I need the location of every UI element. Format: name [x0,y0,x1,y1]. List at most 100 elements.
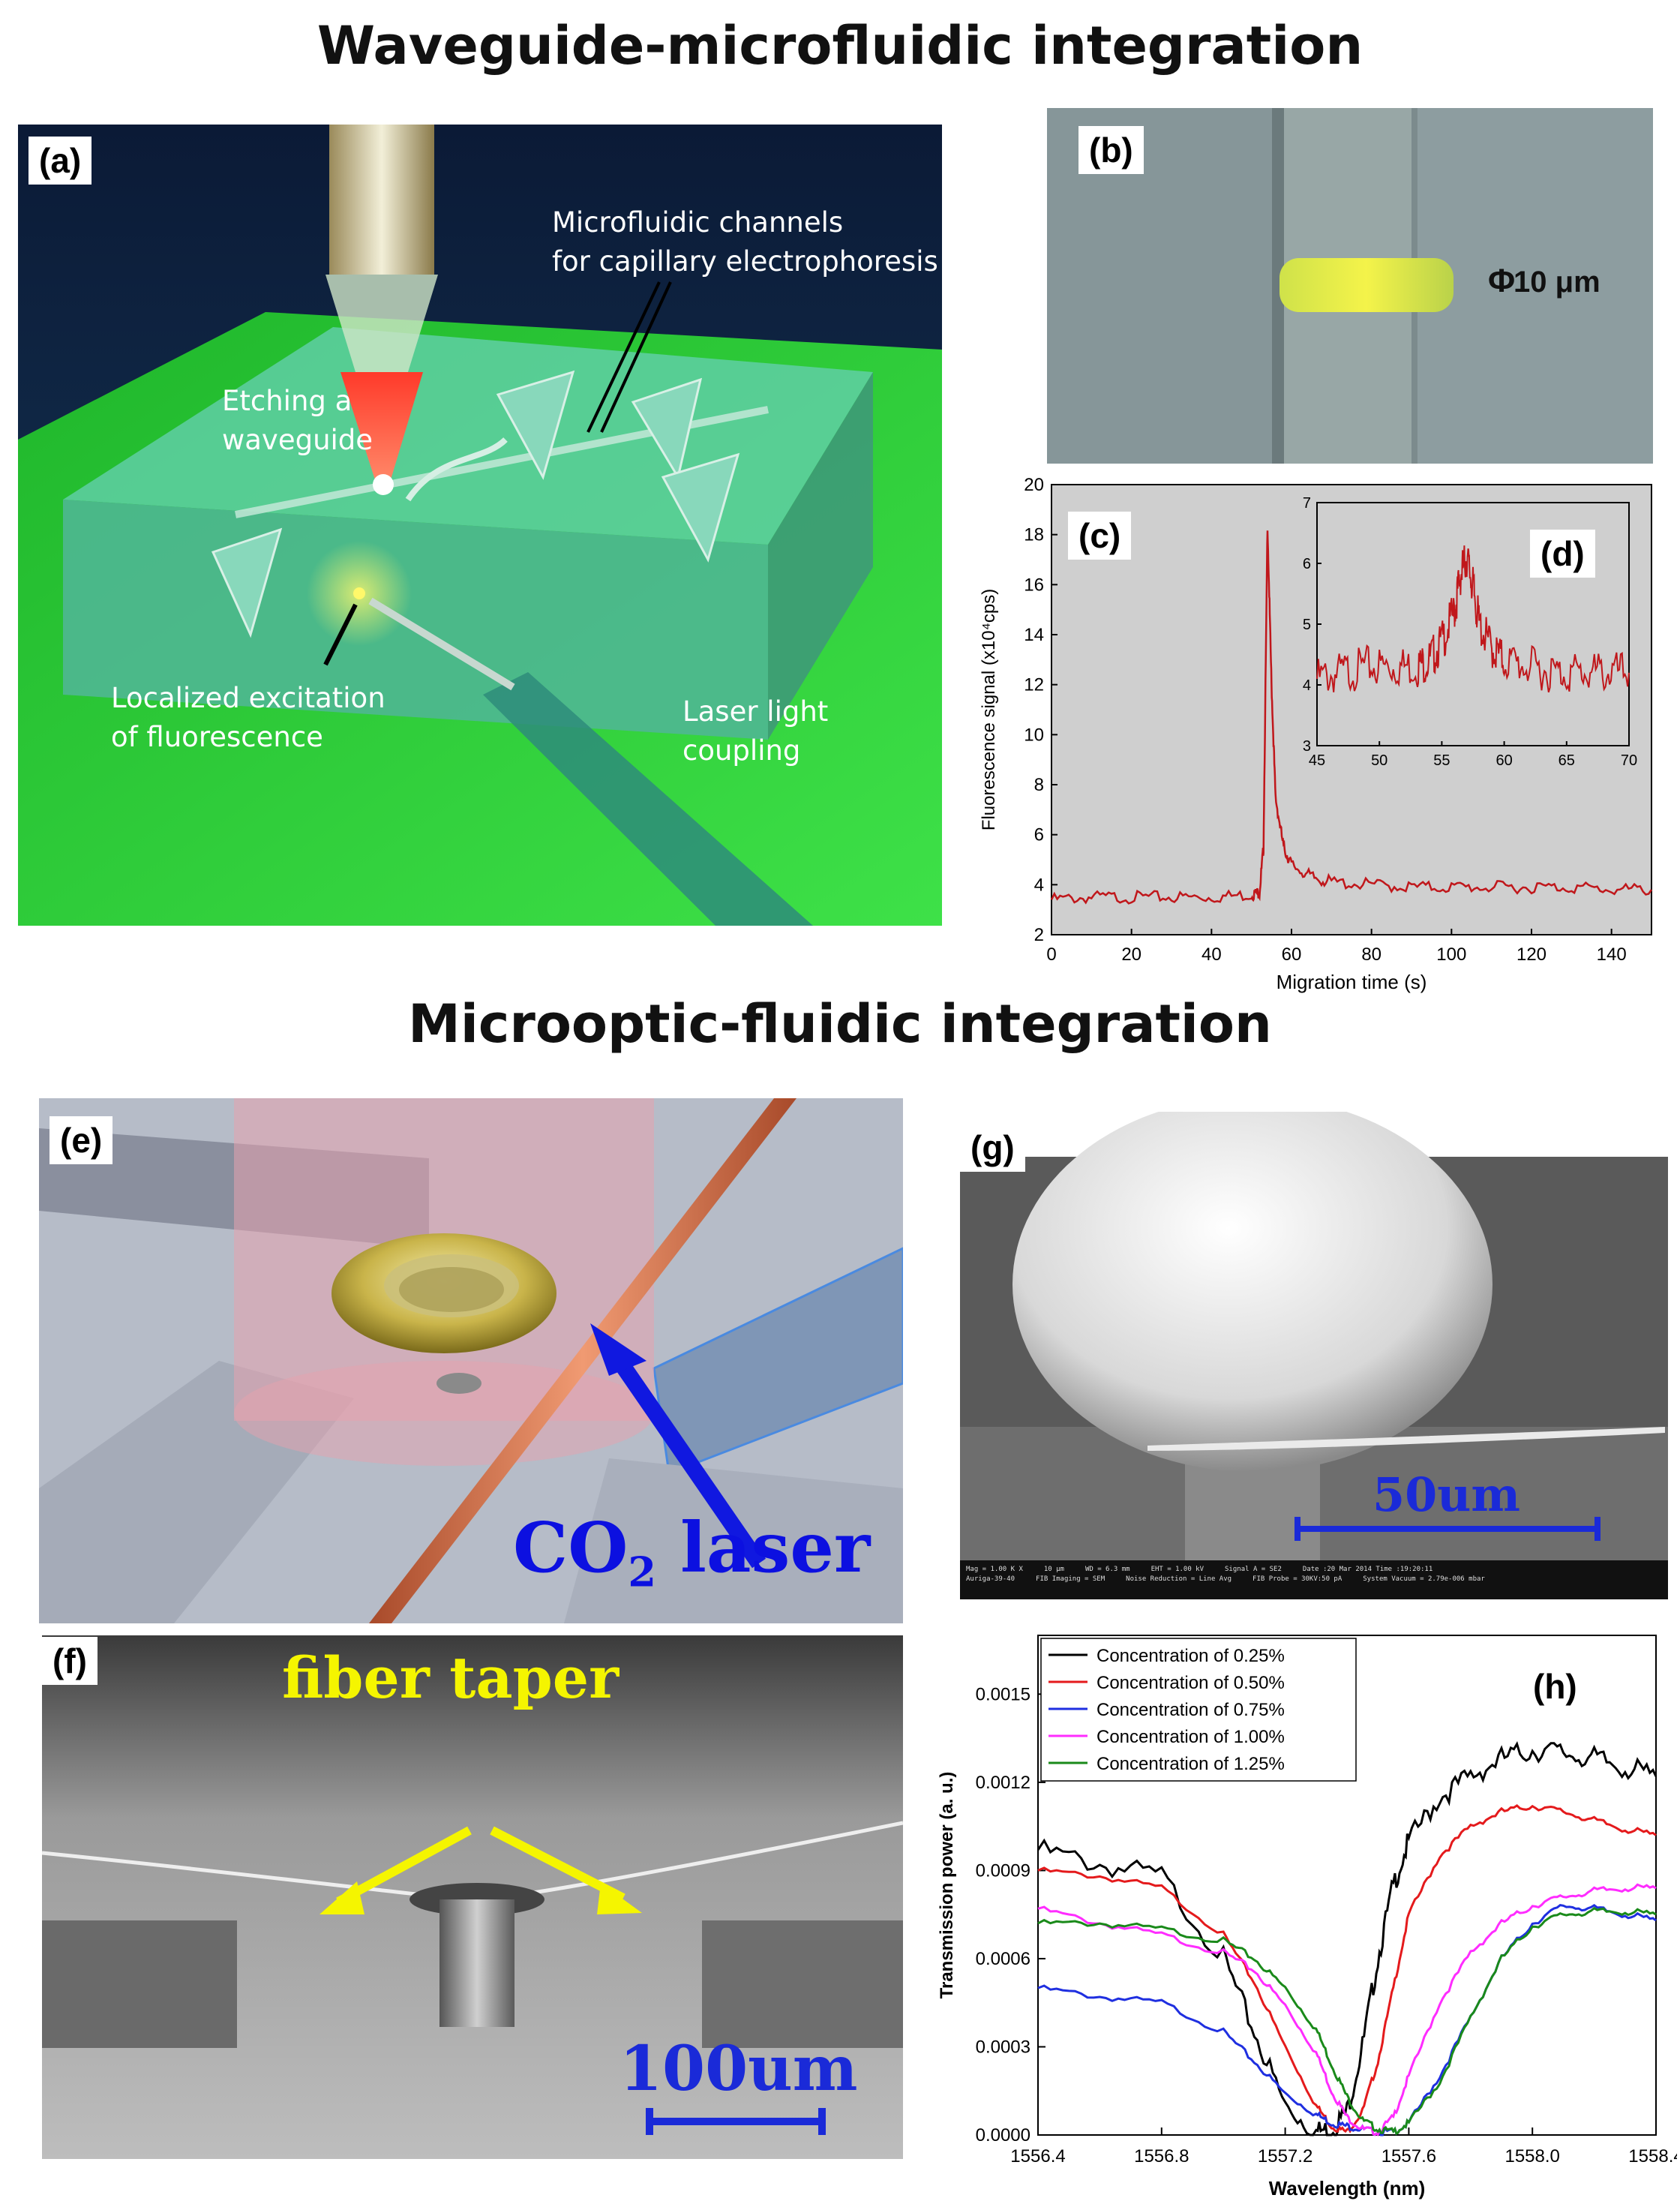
sem-footer-wd: WD = 6.3 mm [1084,1566,1130,1573]
fiber-taper-label: fiber taper [282,1644,620,1711]
chart-d-xtick-label: 55 [1433,752,1450,769]
chart-c-series-line [1050,530,1653,905]
chart-d-ytick-label: 3 [1303,738,1311,755]
chart-c-ytick-label: 6 [1034,825,1044,845]
panel-e-tag: (e) [50,1116,113,1164]
chart-c-xtick-label: 140 [1597,944,1627,965]
chart-h-ylabel: Transmission power (a. u.) [937,1772,957,1999]
chart-d-ytick-label: 6 [1303,556,1311,572]
label-excite-line1: Localized excitation [111,682,386,714]
chart-h-xtick-label: 1557.6 [1382,2146,1436,2166]
chart-c-xtick-label: 80 [1361,944,1382,965]
sem-footer-signal: Signal A = SE2 [1225,1566,1282,1573]
chart-c-ytick-label: 8 [1034,775,1044,795]
label-channels-line2: for capillary electrophoresis [552,245,938,278]
chart-c-ytick-label: 10 [1024,725,1044,745]
chart-h-legend-label: Concentration of 0.25% [1096,1646,1285,1666]
panel-e-render: (e) CO2 laser [39,1098,903,1623]
chart-h-ytick-label: 0.0000 [976,2125,1030,2145]
panel-b-micrograph: (b) Φ 10 μm [1047,108,1653,464]
panel-b-tag: (b) [1078,126,1144,174]
panel-g-scale-label: 50um [1372,1467,1520,1522]
chart-c-xlabel: Migration time (s) [1276,971,1427,993]
sem-footer-mag: Mag = 1.00 K X [966,1566,1023,1573]
panel-f-photo: (f) fiber taper 100um [42,1635,903,2159]
chart-c-ytick-label: 4 [1034,875,1044,895]
chart-h-ytick-label: 0.0006 [976,1949,1030,1969]
chart-c-ytick-label: 14 [1024,625,1044,645]
chart-h-ytick-label: 0.0003 [976,2037,1030,2057]
sem-footer-date: Date :20 Mar 2014 Time :19:20:11 [1302,1566,1433,1573]
panel-h-tag: (h) [1522,1662,1588,1710]
label-laser-line2: coupling [682,734,801,767]
chart-c-ytick-label: 12 [1024,675,1044,695]
chart-h-series-line [1037,1906,1657,2136]
sem-footer-probe: FIB Probe = 30KV:50 pA [1252,1575,1342,1583]
chart-h-series-line [1037,1883,1657,2136]
panel-a-illustration: (a) Microfluidic channels for capillary … [18,125,942,926]
panel-h-chart: 1556.4 1556.8 1557.2 1557.6 1558.0 1558.4 0.00… [933,1628,1677,2207]
chart-h-xtick-label: 1557.2 [1258,2146,1312,2166]
chart-c-xtick-label: 120 [1516,944,1546,965]
sem-footer-imaging: FIB Imaging = SEM [1036,1575,1106,1583]
chart-h-ytick-label: 0.0009 [976,1860,1030,1881]
chart-d-ytick-label: 5 [1303,617,1311,633]
label-etch-line2: waveguide [222,424,374,456]
chart-c-xtick-label: 60 [1282,944,1302,965]
panel-a-tag: (a) [28,137,92,185]
resonator-render [39,1098,903,1623]
panel-g-tag: (g) [960,1124,1025,1172]
chart-h-ytick-label: 0.0015 [976,1684,1030,1704]
panel-c-chart: 0 20 40 60 80 100 120 140 2 4 6 8 10 12 14 16 18 20 Migrat… [972,470,1665,1005]
co2-laser-label: CO2 laser [513,1506,870,1613]
panel-c-tag: (c) [1068,512,1132,560]
chart-d-xtick-label: 45 [1309,752,1325,769]
panel-f-tag: (f) [42,1637,98,1685]
chart-d-xtick-label: 50 [1371,752,1388,769]
sem-footer: Mag = 1.00 K X 10 μm WD = 6.3 mm EHT = 1… [966,1565,1664,1584]
sem-footer-eht: EHT = 1.00 kV [1150,1566,1204,1573]
chart-h-series-line [1037,1804,1657,2133]
co2-laser-sub: 2 [628,1548,656,1596]
section-title-microoptic: Microoptic-fluidic integration [408,993,1272,1055]
chart-d-xtick-label: 60 [1496,752,1512,769]
chart-d-xtick-label: 70 [1621,752,1637,769]
diameter-symbol: Φ [1488,263,1516,299]
chart-c-xtick-label: 0 [1046,944,1056,965]
chart-c-ytick-label: 16 [1024,575,1044,595]
chart-h-xlabel: Wavelength (nm) [1269,2177,1425,2199]
fiber-taper-photo [42,1635,903,2159]
chart-c-ytick-label: 2 [1034,925,1044,945]
chart-c-xtick-label: 20 [1121,944,1142,965]
chart-h-svg: 1556.4 1556.8 1557.2 1557.6 1558.0 1558.4 0.00… [937,1635,1677,2199]
sem-footer-vacuum: System Vacuum = 2.79e-006 mbar [1363,1575,1485,1583]
sem-image [960,1112,1668,1599]
sem-footer-noise: Noise Reduction = Line Avg [1126,1575,1232,1583]
chart-h-legend-label: Concentration of 1.25% [1096,1754,1285,1774]
chip-illustration [18,125,942,926]
chart-h-legend-box [1040,1638,1357,1782]
chart-h-legend-label: Concentration of 0.75% [1096,1700,1285,1720]
panel-g-sem: (g) 50um Mag = 1.00 K X 10 μm WD = 6.3 m… [960,1112,1668,1599]
chart-h-legend-label: Concentration of 1.00% [1096,1727,1285,1747]
chart-c-ytick-label: 20 [1024,475,1044,495]
chart-c-xtick-label: 100 [1436,944,1466,965]
chart-d-ytick-label: 4 [1303,677,1311,694]
chart-c-ylabel: Fluorescence signal (x10⁴cps) [979,589,999,830]
chart-h-legend-label: Concentration of 0.50% [1096,1673,1285,1693]
chart-h-ytick-label: 0.0012 [976,1773,1030,1793]
chart-h-xtick-label: 1558.0 [1504,2146,1559,2166]
chart-d-ytick-label: 7 [1303,495,1311,512]
chart-d-xtick-label: 65 [1558,752,1575,769]
chart-c-xtick-label: 40 [1202,944,1222,965]
co2-laser-main: CO [513,1507,628,1588]
chart-c-ytick-label: 18 [1024,525,1044,545]
chart-d-series-line [1316,545,1630,693]
panel-f-scale-label: 100um [620,2033,858,2105]
panel-b-scale-label: 10 μm [1514,266,1600,299]
label-channels-line1: Microfluidic channels [552,206,844,239]
panel-d-tag: (d) [1530,530,1595,578]
sem-footer-instrument: Auriga-39-40 [966,1575,1016,1583]
chart-h-xtick-label: 1556.4 [1010,2146,1065,2166]
chart-h-series-line [1036,1740,1658,2136]
